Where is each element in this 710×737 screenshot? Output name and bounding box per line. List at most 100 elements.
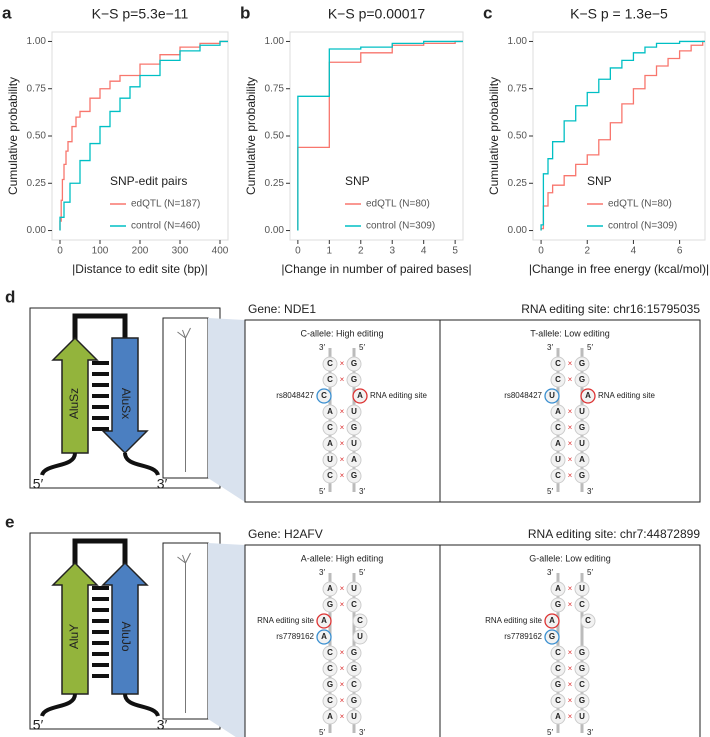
chart-title: K−S p=5.3e−11 xyxy=(92,6,189,22)
base-circle xyxy=(574,645,590,661)
base-circle xyxy=(574,693,590,709)
base: U xyxy=(579,712,585,721)
alu-arrow xyxy=(101,337,149,455)
base: G xyxy=(351,648,357,657)
x-tick-label: 400 xyxy=(212,246,229,257)
panel-letter: d xyxy=(5,287,15,306)
base: C xyxy=(327,664,333,673)
panel-letter: e xyxy=(5,512,14,531)
base: C xyxy=(327,471,333,480)
base: G xyxy=(549,632,555,641)
gene-label: Gene: NDE1 xyxy=(248,302,316,316)
tail xyxy=(40,452,77,477)
base: C xyxy=(327,375,333,384)
legend-label: control (N=460) xyxy=(131,221,200,232)
legend-label: control (N=309) xyxy=(366,221,435,232)
y-tick-label: 1.00 xyxy=(27,36,47,47)
base-annotation: RNA editing site xyxy=(598,391,655,400)
x-tick-label: 0 xyxy=(538,246,544,257)
pair-mark: × xyxy=(568,375,573,384)
y-axis-label: Cumulative probability xyxy=(487,77,501,195)
strand-end: 5′ xyxy=(33,717,44,733)
base-circle xyxy=(322,452,338,468)
stem-end: 5′ xyxy=(547,487,553,496)
stem-end: 3′ xyxy=(319,343,325,352)
pair-mark: × xyxy=(568,359,573,368)
base-circle xyxy=(346,661,362,677)
base-circle xyxy=(346,597,362,613)
y-tick-label: 0.50 xyxy=(27,131,47,142)
legend-title: SNP-edit pairs xyxy=(110,174,187,188)
alu-arrow xyxy=(101,561,149,695)
base-annotation: rs7789162 xyxy=(276,632,314,641)
base-circle xyxy=(322,661,338,677)
base-circle xyxy=(580,613,596,629)
base-circle xyxy=(574,452,590,468)
base: A xyxy=(321,616,327,625)
pair-mark: × xyxy=(568,680,573,689)
pair-mark: × xyxy=(568,423,573,432)
base: G xyxy=(327,680,333,689)
y-tick-label: 0.00 xyxy=(265,225,285,236)
base: A xyxy=(555,439,561,448)
base-circle xyxy=(346,356,362,372)
base-annotation: rs7789162 xyxy=(504,632,542,641)
pair-mark: × xyxy=(340,664,345,673)
base-circle xyxy=(574,404,590,420)
base-circle xyxy=(550,597,566,613)
pair-mark: × xyxy=(340,712,345,721)
pair-mark: × xyxy=(568,712,573,721)
base-circle xyxy=(550,452,566,468)
base-circle xyxy=(346,693,362,709)
y-tick-label: 0.75 xyxy=(508,83,528,94)
pair-mark: × xyxy=(340,584,345,593)
base: U xyxy=(351,712,357,721)
structure-thumbnail xyxy=(177,552,191,713)
base-circle xyxy=(574,709,590,725)
base-circle xyxy=(346,645,362,661)
x-tick-label: 3 xyxy=(389,246,395,257)
base: U xyxy=(579,407,585,416)
pair-mark: × xyxy=(568,407,573,416)
ecdf-line xyxy=(297,40,463,231)
base: C xyxy=(327,359,333,368)
pair-mark: × xyxy=(340,439,345,448)
base-circle xyxy=(574,356,590,372)
tail xyxy=(40,693,77,718)
allele-title: G-allele: Low editing xyxy=(529,553,611,563)
zoom-wedge xyxy=(208,543,245,737)
base: G xyxy=(579,423,585,432)
pair-mark: × xyxy=(340,680,345,689)
x-tick-label: 300 xyxy=(172,246,189,257)
ecdf-line xyxy=(297,40,463,231)
base-circle xyxy=(322,581,338,597)
base-circle xyxy=(322,356,338,372)
y-tick-label: 0.75 xyxy=(265,83,285,94)
base-circle xyxy=(550,356,566,372)
y-axis-label: Cumulative probability xyxy=(244,77,258,195)
x-tick-label: 2 xyxy=(358,246,364,257)
base: G xyxy=(327,600,333,609)
arch xyxy=(72,313,128,348)
chart-title: K−S p = 1.3e−5 xyxy=(570,6,668,22)
base: C xyxy=(585,616,591,625)
base: A xyxy=(555,712,561,721)
base: C xyxy=(555,648,561,657)
base: C xyxy=(555,664,561,673)
base-annotation: RNA editing site xyxy=(370,391,427,400)
base: A xyxy=(579,455,585,464)
alu-label: AluSz xyxy=(67,388,81,419)
panel-letter: a xyxy=(2,3,12,22)
y-tick-label: 1.00 xyxy=(265,36,285,47)
ecdf-line xyxy=(540,40,705,231)
site-label: RNA editing site: chr7:44872899 xyxy=(528,527,700,541)
pair-mark: × xyxy=(568,648,573,657)
base: C xyxy=(327,696,333,705)
x-tick-label: 4 xyxy=(421,246,427,257)
y-tick-label: 0.50 xyxy=(508,131,528,142)
legend-box xyxy=(339,170,459,236)
base-circle xyxy=(550,436,566,452)
base: C xyxy=(555,696,561,705)
base: C xyxy=(555,471,561,480)
